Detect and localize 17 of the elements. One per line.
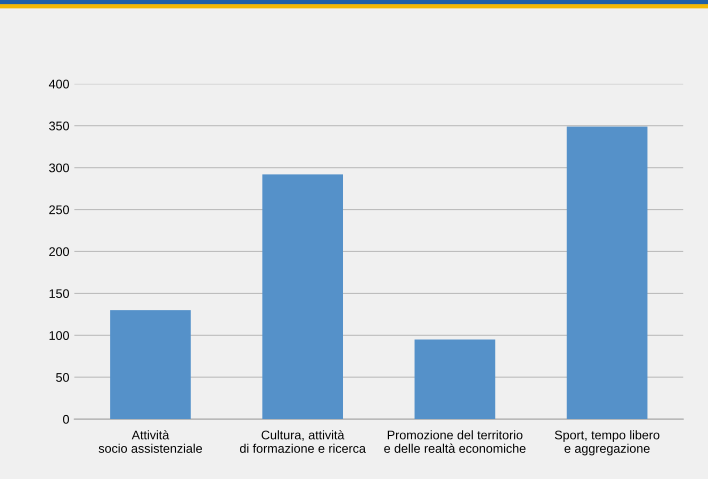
x-tick-label: Promozione del territorio e delle realtà economiche: [384, 430, 526, 453]
y-tick-label: 250: [49, 205, 69, 214]
x-tick-label: Cultura, attività di formazione e ricerca: [240, 430, 366, 453]
bar: [566, 126, 648, 420]
y-tick-label: 50: [56, 373, 69, 382]
bar: [110, 310, 191, 420]
x-tick-label: Attività socio assistenziale: [98, 430, 202, 453]
bar: [262, 174, 344, 420]
bar: [414, 339, 496, 420]
y-tick-label: 150: [50, 289, 69, 298]
y-tick-label: 400: [48, 80, 69, 88]
y-tick-label: 200: [49, 247, 69, 256]
y-tick-label: 0: [63, 414, 69, 424]
x-tick-label: Sport, tempo libero e aggregazione: [554, 430, 660, 456]
y-tick-label: 350: [49, 122, 69, 130]
y-tick-label: 300: [49, 163, 69, 172]
y-tick-label: 100: [50, 331, 69, 340]
